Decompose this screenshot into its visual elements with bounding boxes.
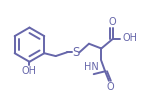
Text: S: S — [72, 46, 79, 59]
Text: HN: HN — [84, 62, 98, 72]
Text: OH: OH — [122, 33, 137, 43]
Text: OH: OH — [22, 66, 37, 76]
Text: O: O — [106, 82, 114, 92]
Text: O: O — [109, 17, 117, 27]
